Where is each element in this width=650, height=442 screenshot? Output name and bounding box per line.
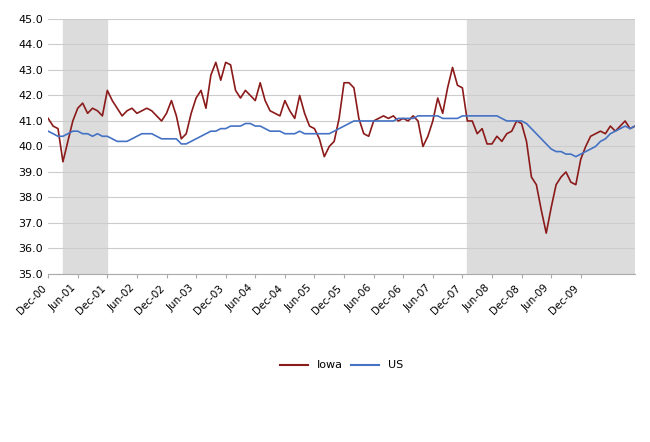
- Legend: Iowa, US: Iowa, US: [276, 356, 408, 375]
- Bar: [467, 19, 640, 274]
- Bar: [63, 19, 107, 274]
